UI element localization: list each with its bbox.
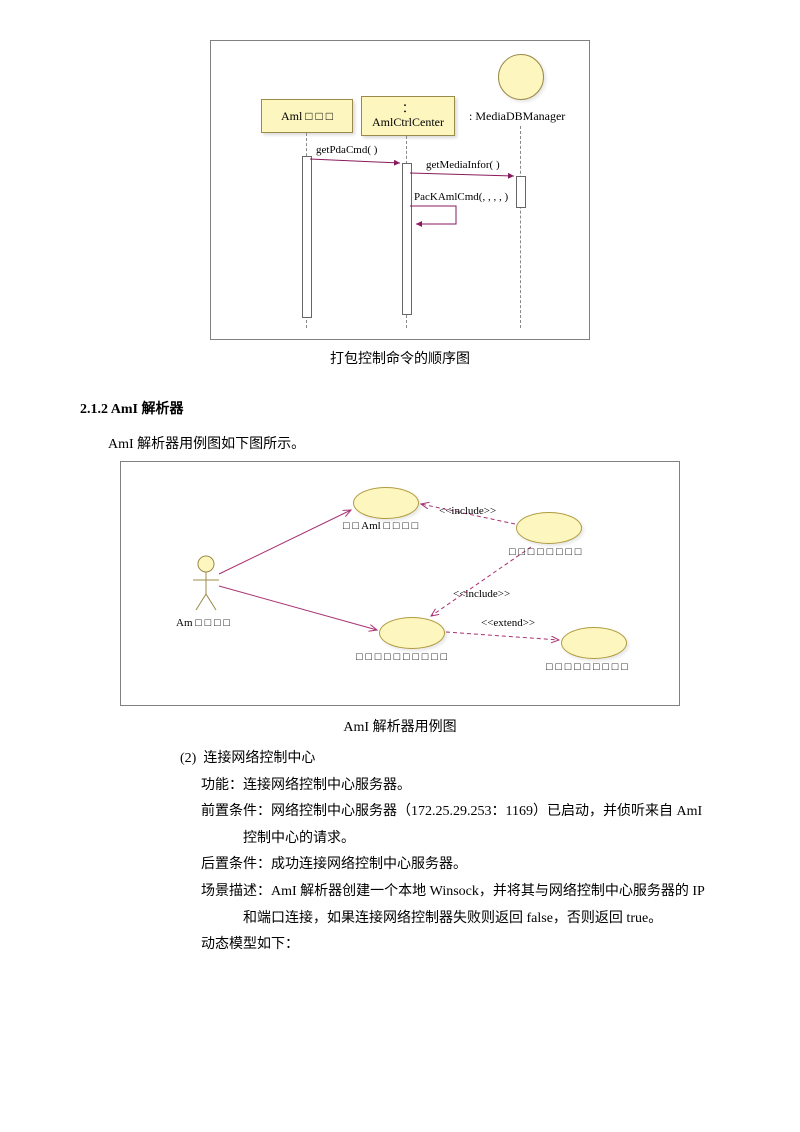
usecase-caption: AmI 解析器用例图	[80, 716, 720, 736]
line-scene: 场景描述：AmI 解析器创建一个本地 Winsock，并将其与网络控制中心服务器…	[201, 879, 720, 906]
line-func: 功能：连接网络控制中心服务器。	[201, 773, 720, 800]
usecase-ellipse-4	[561, 627, 627, 659]
lifeline-media	[520, 126, 521, 328]
usecase-ellipse-1-label: □ □ Aml □ □ □ □	[343, 520, 418, 532]
sequence-diagram: Aml □ □ □ ：AmlCtrlCenter : MediaDBManage…	[210, 40, 590, 340]
msg-packamlcmd: PacKAmlCmd(, , , , )	[414, 191, 508, 203]
participant-aml-label: Aml □ □ □	[281, 109, 333, 123]
line-pre-cont: 控制中心的请求。	[201, 826, 720, 853]
line-scene-cont: 和端口连接，如果连接网络控制器失败则返回 false，否则返回 true。	[201, 906, 720, 933]
participant-aml: Aml □ □ □	[261, 99, 353, 133]
line-dyn: 动态模型如下：	[201, 932, 720, 959]
usecase-ellipse-4-label: □ □ □ □ □ □ □ □ □	[546, 661, 628, 673]
msg-getpdacmd: getPdaCmd( )	[316, 144, 377, 156]
rel-include-1: <<include>>	[439, 505, 496, 517]
line-post: 后置条件：成功连接网络控制中心服务器。	[201, 852, 720, 879]
body-item-header: (2) 连接网络控制中心	[180, 746, 720, 773]
participant-media-circle	[498, 54, 544, 100]
body-item-num: (2)	[180, 751, 196, 766]
usecase-ellipse-1	[353, 487, 419, 519]
usecase-diagram: □ □ Aml □ □ □ □ □ □ □ □ □ □ □ □ □ □ □ □ …	[120, 461, 680, 706]
participant-media-label: : MediaDBManager	[469, 109, 565, 124]
participant-ctrl-label: ：AmlCtrlCenter	[372, 101, 444, 129]
line-pre: 前置条件：网络控制中心服务器（172.25.29.253：1169）已启动，并侦…	[201, 799, 720, 826]
activation-ctrl	[402, 163, 412, 315]
rel-extend: <<extend>>	[481, 617, 535, 629]
usecase-ellipse-2	[516, 512, 582, 544]
activation-media	[516, 176, 526, 208]
body-item-title: 连接网络控制中心	[203, 751, 315, 766]
participant-ctrl: ：AmlCtrlCenter	[361, 96, 455, 136]
intro-paragraph: AmI 解析器用例图如下图所示。	[80, 433, 720, 453]
body-text: (2) 连接网络控制中心 功能：连接网络控制中心服务器。 前置条件：网络控制中心…	[180, 746, 720, 959]
sequence-caption: 打包控制命令的顺序图	[80, 348, 720, 368]
usecase-ellipse-3-label: □ □ □ □ □ □ □ □ □ □	[356, 651, 447, 663]
rel-include-2: <<include>>	[453, 588, 510, 600]
activation-aml	[302, 156, 312, 318]
usecase-ellipse-2-label: □ □ □ □ □ □ □ □	[509, 546, 581, 558]
usecase-ellipse-3	[379, 617, 445, 649]
section-heading: 2.1.2 AmI 解析器	[80, 398, 720, 418]
actor-label: Am □ □ □ □	[176, 617, 230, 629]
msg-getmediainfor: getMediaInfor( )	[426, 159, 500, 171]
